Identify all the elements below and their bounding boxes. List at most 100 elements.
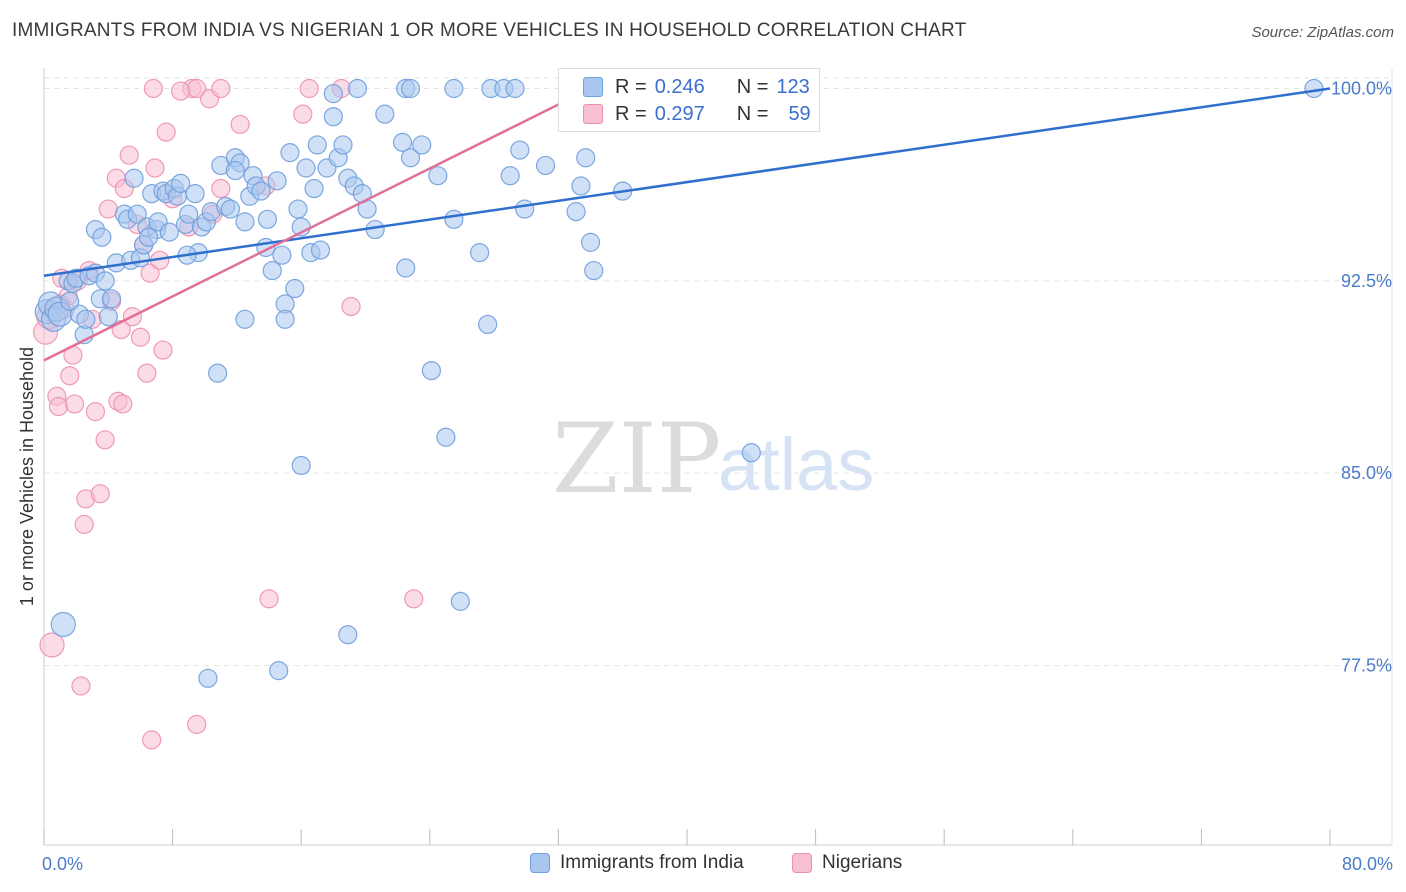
y-tick-label: 100.0% xyxy=(1331,79,1392,99)
india-point xyxy=(741,443,761,463)
india-point xyxy=(50,611,76,638)
india-point xyxy=(235,309,255,329)
nigerians-point xyxy=(90,484,110,504)
nigerians-point xyxy=(137,363,157,383)
india-point xyxy=(505,78,525,99)
india-point xyxy=(296,158,316,178)
india-point xyxy=(436,427,456,447)
nigerians-point xyxy=(230,114,250,135)
nigerians-point xyxy=(211,178,231,199)
india-point xyxy=(310,240,331,260)
india-trend-line xyxy=(43,87,1331,277)
x-tick-label: 0.0% xyxy=(42,854,83,874)
india-point xyxy=(95,271,115,291)
nigerians-point xyxy=(293,104,313,124)
y-tick-label: 92.5% xyxy=(1341,271,1392,291)
india-point xyxy=(179,204,199,224)
nigerians-point xyxy=(119,145,139,165)
india-point xyxy=(470,243,490,263)
india-point xyxy=(444,209,464,229)
nigerians-point xyxy=(211,78,231,99)
india-point xyxy=(262,260,282,281)
nigerians-point xyxy=(95,430,115,450)
india-point xyxy=(101,289,122,309)
nigerians-point xyxy=(71,676,91,696)
india-point xyxy=(251,181,271,201)
nigerians-point xyxy=(140,263,160,283)
nigerians-point xyxy=(153,340,173,360)
india-point xyxy=(127,204,147,224)
india-point xyxy=(421,360,442,381)
india-point xyxy=(323,107,343,127)
india-point xyxy=(571,176,591,196)
india-point xyxy=(400,78,421,99)
series-legend-item-india[interactable]: Immigrants from India xyxy=(530,852,744,874)
nigerians-points xyxy=(33,78,424,750)
nigerians-point xyxy=(39,632,65,658)
india-point xyxy=(304,178,324,199)
legend-n-value: 123 xyxy=(776,75,810,98)
india-point xyxy=(208,363,228,383)
india-points xyxy=(34,78,1324,688)
india-point xyxy=(392,132,413,152)
x-tick-labels: 0.0% 80.0% xyxy=(42,854,1393,874)
nigerians-point xyxy=(113,394,133,414)
india-point xyxy=(269,661,289,681)
india-point xyxy=(220,199,241,219)
nigerians-point xyxy=(145,158,165,178)
india-point xyxy=(285,278,305,299)
nigerians-point xyxy=(130,327,151,347)
nigerians-point xyxy=(341,296,361,317)
india-point xyxy=(1304,78,1324,99)
series-legend: Immigrants from India Nigerians xyxy=(0,852,1406,878)
series-swatch-nigerians xyxy=(792,853,812,873)
india-point xyxy=(159,222,179,242)
india-point xyxy=(138,227,159,247)
india-point xyxy=(515,199,535,219)
legend-n-label: N = xyxy=(736,102,769,125)
chart-title: IMMIGRANTS FROM INDIA VS NIGERIAN 1 OR M… xyxy=(12,20,967,41)
india-point xyxy=(275,309,295,329)
nigerians-point xyxy=(156,122,176,142)
india-point xyxy=(124,168,144,188)
nigerians-point xyxy=(48,396,69,417)
india-point xyxy=(198,668,218,688)
stats-legend: R = 0.246 N = 123 R = 0.297 N = 59 xyxy=(558,68,820,132)
india-point xyxy=(257,209,278,229)
trend-lines xyxy=(43,87,1331,362)
watermark-atlas: atlas xyxy=(718,423,874,506)
nigerians-point xyxy=(171,81,191,101)
nigerians-trend-line xyxy=(43,87,592,362)
india-point xyxy=(267,171,287,191)
india-point xyxy=(576,148,596,168)
india-point xyxy=(307,135,327,155)
y-tick-label: 85.0% xyxy=(1341,463,1392,483)
series-legend-label: Immigrants from India xyxy=(560,852,744,873)
nigerians-point xyxy=(187,714,207,735)
india-point xyxy=(428,166,448,186)
india-point xyxy=(580,232,601,252)
india-point xyxy=(185,184,205,204)
watermark-zip: ZIP xyxy=(552,403,721,515)
india-point xyxy=(396,258,416,278)
india-point xyxy=(400,148,421,168)
nigerians-point xyxy=(142,730,162,750)
nigerians-point xyxy=(98,199,118,219)
india-point xyxy=(412,135,432,155)
india-point xyxy=(338,625,358,645)
india-point xyxy=(272,245,292,265)
nigerians-point xyxy=(143,78,163,99)
india-point xyxy=(98,307,118,327)
series-legend-item-nigerians[interactable]: Nigerians xyxy=(792,852,902,874)
india-point xyxy=(333,135,353,155)
nigerians-point xyxy=(85,402,106,422)
y-axis-label: 1 or more Vehicles in Household xyxy=(17,347,37,606)
india-point xyxy=(288,199,308,219)
axes xyxy=(43,68,1393,846)
nigerians-point xyxy=(404,589,424,609)
x-tick-label: 80.0% xyxy=(1342,854,1393,874)
legend-r-label: R = xyxy=(615,75,647,98)
india-point xyxy=(76,309,96,329)
legend-row-nigeria: R = 0.297 N = 59 xyxy=(583,102,811,126)
chart-source: Source: ZipAtlas.com xyxy=(1251,24,1394,41)
